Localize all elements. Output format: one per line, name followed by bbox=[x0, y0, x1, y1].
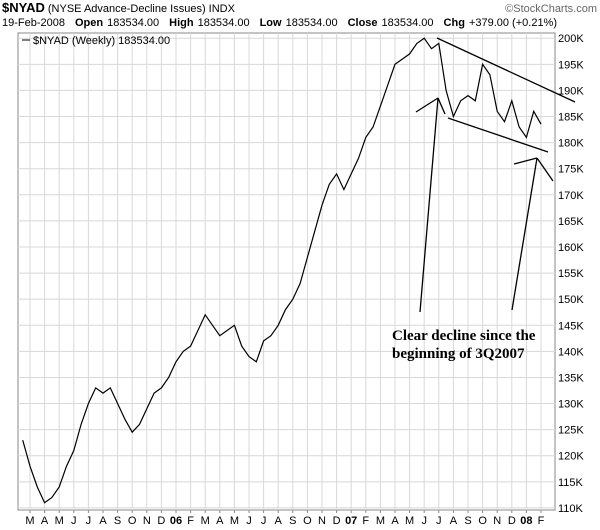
quote-line: 19-Feb-2008 Open 183534.00 High 183534.00 Low… bbox=[2, 17, 557, 29]
x-tick-label: J bbox=[436, 515, 442, 527]
x-tick-label: A bbox=[275, 515, 283, 527]
x-tick-label: A bbox=[391, 515, 399, 527]
y-tick-label: 160K bbox=[558, 242, 584, 254]
chart-header: $NYAD (NYSE Advance-Decline Issues) INDX bbox=[2, 0, 236, 15]
x-tick-label: J bbox=[246, 515, 252, 527]
x-tick-label: O bbox=[303, 515, 312, 527]
trend-line bbox=[436, 37, 576, 103]
trend-line bbox=[447, 117, 549, 153]
y-tick-label: 115K bbox=[558, 477, 584, 489]
legend-label: $NYAD (Weekly) 183534.00 bbox=[33, 35, 170, 47]
arrow-head bbox=[437, 97, 446, 115]
x-tick-label: M bbox=[376, 515, 385, 527]
y-tick-label: 145K bbox=[558, 320, 584, 332]
x-tick-label: M bbox=[55, 515, 64, 527]
x-tick-label: A bbox=[216, 515, 224, 527]
x-tick-label: A bbox=[99, 515, 107, 527]
x-tick-label: 07 bbox=[345, 515, 357, 527]
x-tick-label: S bbox=[289, 515, 296, 527]
annotation-lines bbox=[415, 37, 576, 313]
x-tick-label: D bbox=[157, 515, 165, 527]
chart-title: (NYSE Advance-Decline Issues) INDX bbox=[48, 3, 236, 15]
x-tick-label: 06 bbox=[170, 515, 182, 527]
y-tick-label: 150K bbox=[558, 294, 584, 306]
y-tick-label: 135K bbox=[558, 372, 584, 384]
source: ©StockCharts.com bbox=[505, 3, 597, 15]
y-tick-label: 185K bbox=[558, 112, 584, 124]
x-tick-label: J bbox=[71, 515, 77, 527]
date: 19-Feb-2008 bbox=[2, 17, 65, 29]
x-tick-label: O bbox=[478, 515, 487, 527]
x-tick-label: 08 bbox=[520, 515, 532, 527]
quote-value: 183534.00 bbox=[286, 17, 338, 29]
y-tick-label: 125K bbox=[558, 425, 584, 437]
x-tick-label: J bbox=[86, 515, 92, 527]
x-tick-label: A bbox=[41, 515, 49, 527]
y-tick-label: 140K bbox=[558, 346, 584, 358]
x-tick-label: N bbox=[318, 515, 326, 527]
x-tick-label: F bbox=[187, 515, 194, 527]
x-tick-label: M bbox=[25, 515, 34, 527]
price-line bbox=[22, 37, 542, 504]
y-tick-label: 190K bbox=[558, 85, 584, 97]
x-tick-label: J bbox=[421, 515, 427, 527]
arrow-head bbox=[415, 97, 439, 113]
y-tick-label: 200K bbox=[558, 33, 584, 45]
annotation: beginning of 3Q2007 bbox=[392, 346, 525, 362]
y-tick-label: 155K bbox=[558, 268, 584, 280]
plot-frame bbox=[17, 32, 556, 511]
x-tick-label: M bbox=[405, 515, 414, 527]
quote-value: 183534.00 bbox=[382, 17, 434, 29]
arrow bbox=[419, 97, 439, 313]
y-tick-label: 130K bbox=[558, 399, 584, 411]
arrow-head bbox=[513, 157, 538, 165]
x-tick-label: F bbox=[362, 515, 369, 527]
quote-label: Close bbox=[348, 17, 378, 29]
x-tick-label: J bbox=[261, 515, 267, 527]
y-tick-label: 170K bbox=[558, 190, 584, 202]
y-tick-label: 175K bbox=[558, 164, 584, 176]
quote-label: High bbox=[169, 17, 194, 29]
x-tick-label: N bbox=[493, 515, 501, 527]
x-tick-label: D bbox=[333, 515, 341, 527]
quote-value: 183534.00 bbox=[198, 17, 250, 29]
x-tick-label: S bbox=[464, 515, 471, 527]
x-tick-label: M bbox=[201, 515, 210, 527]
symbol: $NYAD bbox=[2, 0, 45, 15]
y-tick-label: 195K bbox=[558, 59, 584, 71]
x-tick-label: D bbox=[508, 515, 516, 527]
y-tick-label: 120K bbox=[558, 451, 584, 463]
y-tick-label: 165K bbox=[558, 216, 584, 228]
x-tick-label: M bbox=[230, 515, 239, 527]
quote-label: Chg bbox=[444, 17, 465, 29]
x-tick-label: N bbox=[143, 515, 151, 527]
quote-label: Open bbox=[75, 17, 103, 29]
quote-label: Low bbox=[260, 17, 282, 29]
grid bbox=[18, 33, 555, 510]
x-tick-label: F bbox=[538, 515, 545, 527]
x-tick-label: O bbox=[128, 515, 137, 527]
quote-value: +379.00 (+0.21%) bbox=[469, 17, 557, 29]
arrow-head bbox=[536, 157, 554, 182]
x-tick-label: A bbox=[450, 515, 458, 527]
y-tick-label: 180K bbox=[558, 138, 584, 150]
annotation: Clear decline since the bbox=[392, 328, 536, 344]
quote-value: 183534.00 bbox=[107, 17, 159, 29]
y-tick-label: 110K bbox=[558, 503, 584, 515]
x-tick-label: S bbox=[114, 515, 121, 527]
arrow bbox=[511, 157, 538, 311]
